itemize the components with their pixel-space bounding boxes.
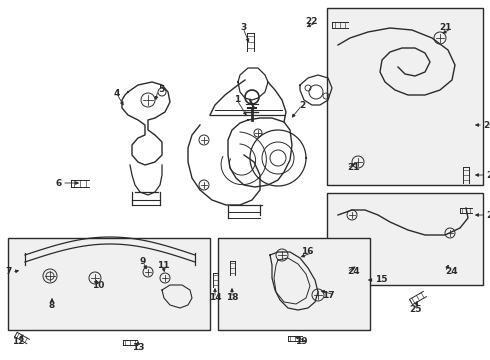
Text: 22: 22 bbox=[486, 171, 490, 180]
Bar bbox=[327, 193, 483, 285]
Text: 20: 20 bbox=[483, 121, 490, 130]
Text: 23: 23 bbox=[486, 211, 490, 220]
Text: 6: 6 bbox=[56, 179, 62, 188]
Text: 3: 3 bbox=[240, 23, 246, 32]
Text: 21: 21 bbox=[347, 163, 360, 172]
Text: 15: 15 bbox=[375, 275, 388, 284]
Text: 24: 24 bbox=[347, 267, 360, 276]
Text: 22: 22 bbox=[305, 18, 318, 27]
Text: 16: 16 bbox=[301, 248, 314, 256]
Text: 11: 11 bbox=[157, 261, 169, 270]
Text: 5: 5 bbox=[158, 85, 164, 94]
Text: 12: 12 bbox=[12, 338, 24, 346]
Bar bbox=[8, 238, 210, 330]
Text: 17: 17 bbox=[322, 291, 335, 300]
Text: 9: 9 bbox=[140, 257, 146, 266]
Bar bbox=[327, 8, 483, 185]
Text: 21: 21 bbox=[440, 23, 452, 32]
Text: 10: 10 bbox=[92, 280, 104, 289]
Text: 2: 2 bbox=[299, 100, 305, 109]
Text: 1: 1 bbox=[234, 95, 240, 104]
Text: 18: 18 bbox=[226, 293, 238, 302]
Text: 19: 19 bbox=[295, 338, 308, 346]
Text: 25: 25 bbox=[409, 306, 421, 315]
Text: 8: 8 bbox=[49, 301, 55, 310]
Text: 7: 7 bbox=[5, 267, 12, 276]
Text: 4: 4 bbox=[114, 90, 120, 99]
Text: 13: 13 bbox=[132, 343, 144, 352]
Text: 24: 24 bbox=[445, 267, 458, 276]
Text: 14: 14 bbox=[209, 293, 221, 302]
Bar bbox=[218, 238, 370, 330]
